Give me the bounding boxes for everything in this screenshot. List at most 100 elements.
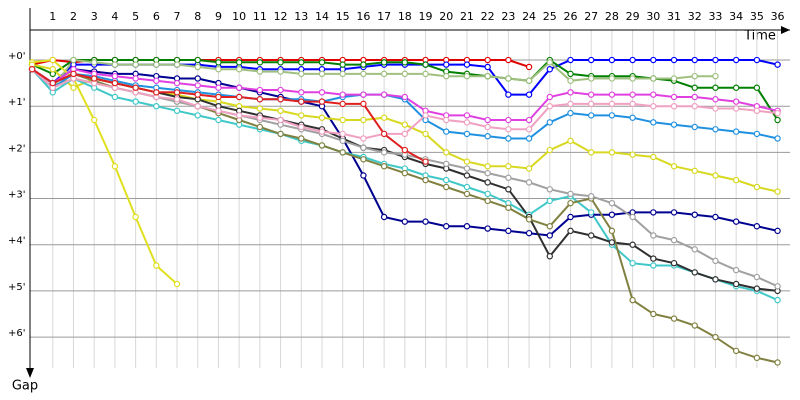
data-point xyxy=(629,296,636,304)
data-point xyxy=(153,61,160,68)
data-point xyxy=(505,91,512,98)
data-point xyxy=(505,126,512,133)
data-point xyxy=(70,84,77,91)
data-point xyxy=(608,112,616,119)
x-tick-label: 35 xyxy=(750,10,764,23)
data-point xyxy=(567,199,574,207)
data-point xyxy=(318,59,326,66)
data-point xyxy=(443,116,450,124)
data-point xyxy=(380,91,388,98)
data-point xyxy=(505,174,512,181)
data-point xyxy=(484,179,491,186)
y-tick-label: +1' xyxy=(8,97,26,108)
x-tick-label: 11 xyxy=(253,10,267,23)
data-point xyxy=(774,135,781,142)
data-point xyxy=(132,75,139,82)
data-point xyxy=(691,56,698,64)
data-point xyxy=(360,172,367,179)
x-tick-label: 29 xyxy=(626,10,640,23)
data-point xyxy=(629,241,636,248)
data-point xyxy=(298,135,305,142)
data-point xyxy=(629,100,636,108)
data-point xyxy=(463,61,471,68)
y-tick-label: +5' xyxy=(8,282,26,293)
data-point xyxy=(70,70,77,78)
data-point xyxy=(339,91,346,98)
data-point xyxy=(463,112,471,119)
data-point xyxy=(732,218,740,225)
data-point xyxy=(650,102,657,110)
x-tick-label: 3 xyxy=(91,10,98,23)
data-point xyxy=(339,130,346,138)
data-point xyxy=(360,70,367,78)
data-point xyxy=(650,56,657,64)
data-point xyxy=(463,223,471,230)
y-tick-label: +3' xyxy=(8,190,26,201)
data-point xyxy=(567,109,574,117)
data-point xyxy=(235,66,243,73)
data-point xyxy=(546,66,553,73)
data-point xyxy=(298,112,305,119)
x-tick-label: 22 xyxy=(481,10,495,23)
data-point xyxy=(691,322,698,329)
data-point xyxy=(277,68,284,75)
data-point xyxy=(629,213,636,221)
data-point xyxy=(215,59,222,66)
data-point xyxy=(525,165,533,172)
data-point xyxy=(339,100,346,108)
data-point xyxy=(608,227,616,235)
x-tick-label: 21 xyxy=(460,10,474,23)
data-point xyxy=(318,114,326,121)
data-point xyxy=(691,246,698,253)
data-point xyxy=(587,56,595,64)
data-point xyxy=(422,61,429,68)
data-point xyxy=(774,283,781,290)
data-point xyxy=(256,105,264,112)
data-point xyxy=(712,126,719,133)
data-point xyxy=(153,102,160,110)
data-point xyxy=(70,56,77,64)
data-point xyxy=(670,93,678,101)
data-point xyxy=(484,225,491,232)
data-point xyxy=(401,70,409,78)
data-point xyxy=(691,167,698,175)
data-point xyxy=(443,149,450,156)
x-tick-label: 19 xyxy=(419,10,433,23)
data-point xyxy=(546,146,553,154)
x-tick-label: 5 xyxy=(132,10,139,23)
x-tick-label: 28 xyxy=(605,10,619,23)
x-tick-label: 9 xyxy=(215,10,222,23)
data-point xyxy=(49,79,56,87)
data-point xyxy=(608,100,616,108)
data-point xyxy=(691,211,698,218)
data-point xyxy=(484,163,491,170)
data-point xyxy=(256,96,264,103)
data-point xyxy=(753,130,761,138)
data-point xyxy=(463,183,471,191)
data-point xyxy=(587,193,595,200)
data-point xyxy=(732,266,740,274)
data-point xyxy=(360,91,367,98)
data-point xyxy=(215,116,222,124)
data-point xyxy=(173,107,181,115)
data-point xyxy=(484,72,491,80)
series-line xyxy=(31,68,426,163)
data-point xyxy=(774,296,781,304)
data-point xyxy=(256,86,264,94)
data-point xyxy=(691,102,698,110)
data-point xyxy=(360,156,367,163)
x-tick-label: 2 xyxy=(70,10,77,23)
data-point xyxy=(732,280,740,288)
data-point xyxy=(484,169,491,177)
data-point xyxy=(732,176,740,184)
data-point xyxy=(608,239,616,246)
data-point xyxy=(339,137,346,145)
data-point xyxy=(298,123,305,131)
data-point xyxy=(173,96,181,103)
data-point xyxy=(670,163,678,170)
data-point xyxy=(443,61,450,68)
data-point xyxy=(401,93,409,101)
data-point xyxy=(505,135,512,142)
